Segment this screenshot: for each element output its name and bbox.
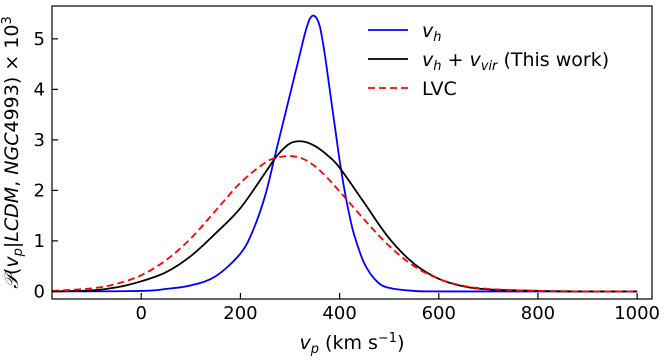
x-tick-label: 0 bbox=[136, 303, 147, 324]
legend-label-0: vh bbox=[422, 20, 442, 45]
series-line-0 bbox=[51, 14, 638, 293]
series-layer bbox=[51, 14, 638, 293]
y-tick-label: 3 bbox=[34, 130, 45, 151]
legend: vh vh + vvir (This work) LVC bbox=[368, 20, 609, 100]
x-tick-label: 200 bbox=[223, 303, 257, 324]
legend-label-2: LVC bbox=[422, 78, 457, 100]
y-tick-label: 2 bbox=[34, 180, 45, 201]
y-tick-label: 4 bbox=[34, 79, 45, 100]
y-tick-label: 0 bbox=[34, 281, 45, 302]
y-tick-label: 5 bbox=[34, 29, 45, 50]
x-tick-label: 1000 bbox=[614, 303, 660, 324]
y-tick-label: 1 bbox=[34, 231, 45, 252]
x-tick-label: 400 bbox=[322, 303, 356, 324]
x-axis-label: vp (km s−1) bbox=[299, 331, 404, 357]
plot-frame bbox=[51, 5, 653, 300]
legend-label-1: vh + vvir (This work) bbox=[422, 49, 609, 74]
x-tick-label: 600 bbox=[422, 303, 456, 324]
x-tick-label: 800 bbox=[521, 303, 555, 324]
series-line-2 bbox=[51, 155, 638, 293]
ticks-layer: 0 200 400 600 800 1000 0 1 2 3 4 5 bbox=[34, 29, 660, 324]
y-axis-label: 𝒫(vp|LCDM, NGC4993) × 103 bbox=[0, 16, 26, 288]
